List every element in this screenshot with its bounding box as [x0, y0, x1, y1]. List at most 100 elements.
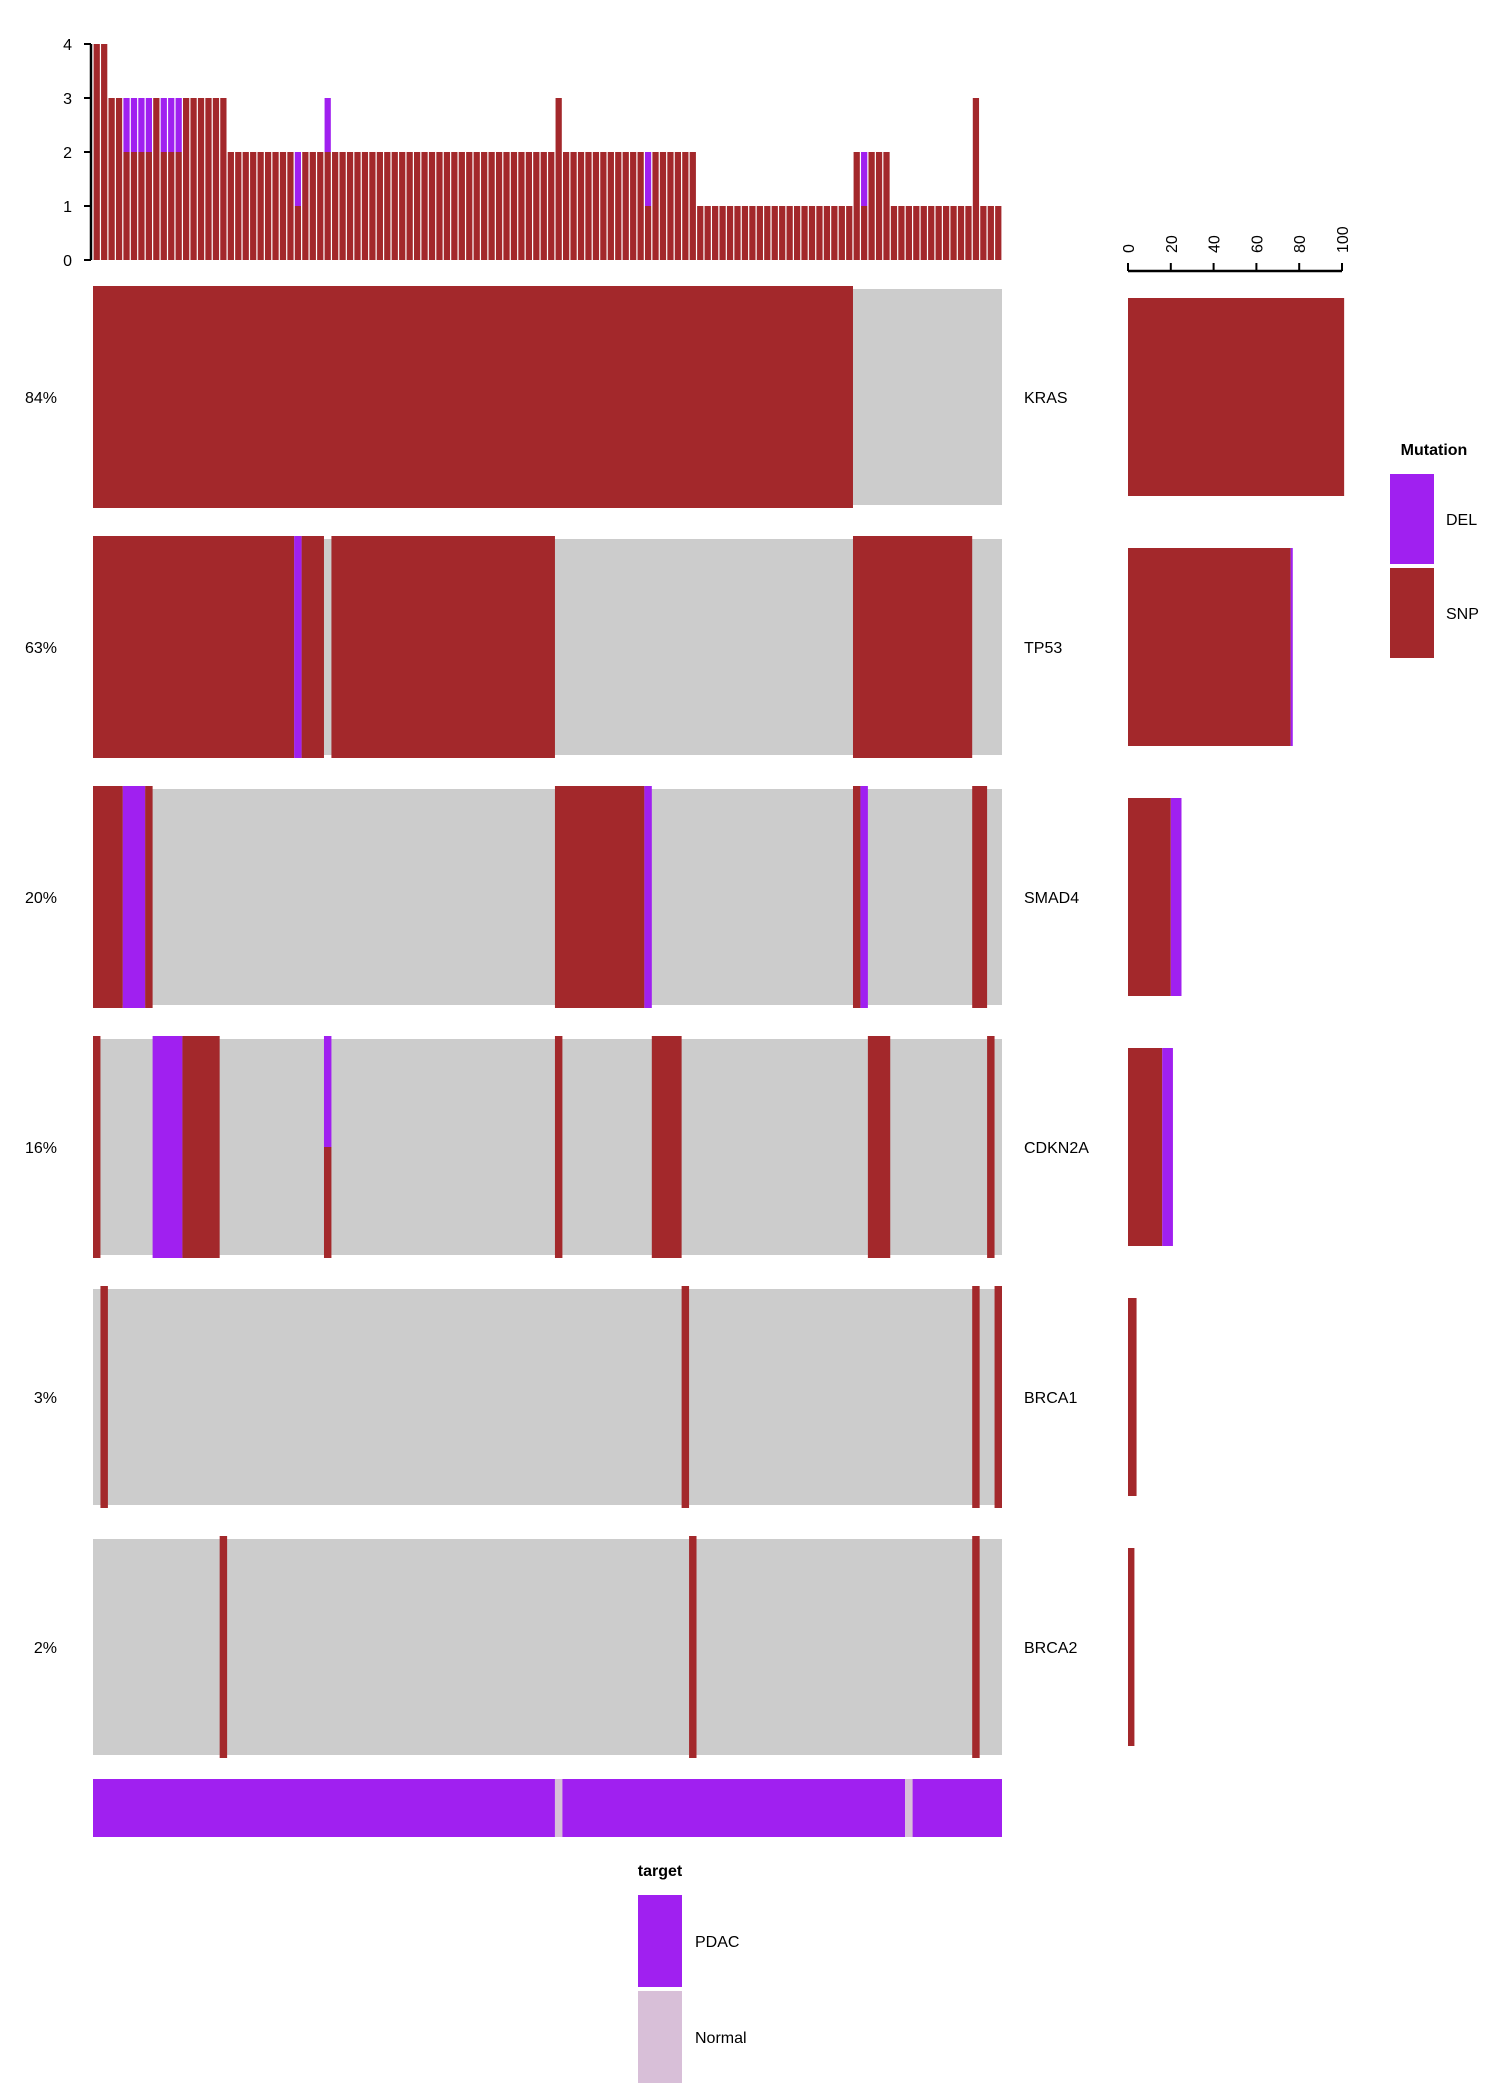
top-bar-snp	[227, 152, 234, 260]
top-bar-snp	[622, 152, 629, 260]
gene-percentage: 20%	[25, 890, 57, 907]
top-bar-del	[294, 152, 302, 206]
top-bar-snp	[875, 152, 883, 260]
top-bar-snp	[279, 152, 287, 260]
top-axis-tick-label: 4	[63, 37, 72, 54]
top-bar-snp	[808, 206, 816, 260]
top-bar-snp	[913, 206, 920, 260]
top-bar-snp	[406, 152, 413, 260]
top-bar-snp	[287, 152, 294, 260]
top-bar-snp	[726, 206, 734, 260]
top-bar-snp	[861, 206, 868, 260]
top-bar-snp	[190, 98, 197, 260]
top-bar-snp	[205, 98, 212, 260]
top-bar-snp	[682, 152, 689, 260]
top-bar-snp	[458, 152, 465, 260]
top-bar-snp	[93, 44, 100, 260]
target-pdac	[93, 1779, 555, 1837]
top-bar-snp	[250, 152, 257, 260]
top-bar-snp	[384, 152, 391, 260]
top-bar-snp	[928, 206, 935, 260]
top-bar-snp	[436, 152, 443, 260]
top-bar-snp	[294, 206, 302, 260]
top-bar-snp	[965, 206, 972, 260]
cell-snp	[681, 1286, 690, 1508]
top-bar-del	[175, 98, 182, 152]
row-background	[93, 789, 1002, 1005]
top-bar-snp	[942, 206, 950, 260]
target-pdac	[912, 1779, 1002, 1837]
cell-del	[860, 786, 868, 1008]
top-bar-snp	[115, 98, 123, 260]
cell-snp	[651, 1036, 682, 1258]
top-bar-snp	[130, 152, 138, 260]
cell-snp	[100, 1286, 108, 1508]
top-bar-snp	[652, 152, 659, 260]
top-bar-snp	[615, 152, 622, 260]
top-bar-snp	[995, 206, 1002, 260]
cell-del	[294, 536, 302, 758]
top-bar-snp	[101, 44, 108, 260]
top-bar-snp	[332, 152, 339, 260]
right-axis-tick-label: 20	[1164, 235, 1181, 253]
cell-snp	[323, 1147, 332, 1258]
right-bar-snp	[1128, 548, 1291, 746]
top-bar-snp	[846, 206, 853, 260]
top-bar-snp	[987, 206, 994, 260]
legend-label: Normal	[695, 2030, 747, 2047]
top-bar-snp	[570, 152, 577, 260]
right-bar-snp	[1128, 798, 1171, 996]
top-bar-plot	[93, 44, 1002, 260]
cell-snp	[994, 1286, 1002, 1508]
top-bar-snp	[183, 98, 190, 260]
cell-snp	[93, 786, 123, 1008]
right-axis-tick-label: 60	[1249, 235, 1266, 253]
top-bar-del	[644, 152, 652, 206]
top-bar-snp	[108, 98, 115, 260]
gene-name: TP53	[1024, 640, 1062, 657]
top-bar-snp	[160, 152, 167, 260]
top-bar-snp	[175, 152, 182, 260]
top-y-axis: 0 1 2 3 4	[63, 37, 93, 270]
legend-swatch-pdac	[638, 1895, 682, 1987]
top-bar-snp	[145, 152, 153, 260]
cell-snp	[972, 1286, 980, 1508]
legend-label: PDAC	[695, 1934, 739, 1951]
row-background	[93, 1289, 1002, 1505]
top-bar-snp	[346, 152, 354, 260]
top-bar-snp	[443, 152, 451, 260]
top-bar-snp	[272, 152, 279, 260]
mutation-legend: Mutation DEL SNP	[1390, 442, 1479, 658]
gene-percentage: 84%	[25, 390, 57, 407]
top-bar-del	[145, 98, 153, 152]
gene-percentage: 63%	[25, 640, 57, 657]
top-bar-snp	[481, 152, 488, 260]
top-bar-snp	[637, 152, 644, 260]
top-bar-snp	[630, 152, 637, 260]
right-bar-del	[1162, 1048, 1173, 1246]
gene-name: BRCA2	[1024, 1640, 1077, 1657]
top-bar-snp	[466, 152, 473, 260]
right-axis-tick-label: 0	[1121, 244, 1138, 253]
top-bar-snp	[518, 152, 525, 260]
top-bar-snp	[473, 152, 480, 260]
top-bar-snp	[257, 152, 264, 260]
top-bar-snp	[689, 152, 696, 260]
right-x-axis: 0 20 40 60 80 100	[1121, 226, 1352, 273]
top-bar-snp	[309, 152, 316, 260]
top-bar-snp	[600, 152, 607, 260]
row-background	[93, 1039, 1002, 1255]
top-bar-snp	[801, 206, 808, 260]
top-bar-snp	[399, 152, 406, 260]
top-bar-snp	[838, 206, 845, 260]
gene-name: CDKN2A	[1024, 1140, 1089, 1157]
top-bar-snp	[764, 206, 771, 260]
cell-del	[122, 786, 146, 1008]
top-bar-snp	[734, 206, 741, 260]
top-bar-snp	[153, 98, 160, 260]
top-bar-snp	[957, 206, 965, 260]
top-bar-snp	[868, 152, 875, 260]
top-bar-snp	[563, 152, 570, 260]
cell-snp	[145, 786, 153, 1008]
cell-del	[152, 1036, 183, 1258]
